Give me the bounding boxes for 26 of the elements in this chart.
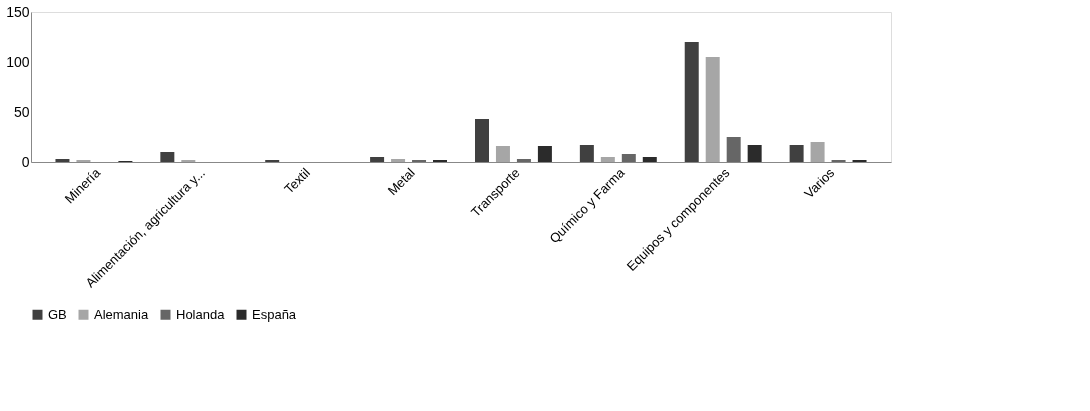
bar	[537, 146, 552, 162]
bar	[474, 119, 489, 162]
bar	[726, 137, 741, 162]
y-tick-label: 150	[6, 3, 30, 20]
bar	[600, 157, 615, 162]
bar	[391, 159, 406, 162]
bar	[810, 142, 825, 162]
bar	[370, 157, 385, 162]
bar	[495, 146, 510, 162]
bar	[642, 157, 657, 162]
y-tick-label: 0	[21, 153, 30, 170]
legend-label: GB	[48, 306, 67, 322]
bar	[516, 159, 531, 162]
y-tick-label: 100	[6, 53, 30, 70]
bar	[579, 145, 594, 162]
bar	[160, 152, 175, 162]
legend-label: Holanda	[176, 306, 226, 322]
bar	[747, 145, 762, 162]
y-tick-label: 50	[13, 103, 30, 120]
bar	[705, 57, 720, 162]
bar	[789, 145, 804, 162]
bar	[55, 159, 70, 162]
legend-label: España	[252, 306, 297, 322]
bar	[621, 154, 636, 162]
legend-label: Alemania	[94, 306, 149, 322]
bar	[684, 42, 699, 162]
